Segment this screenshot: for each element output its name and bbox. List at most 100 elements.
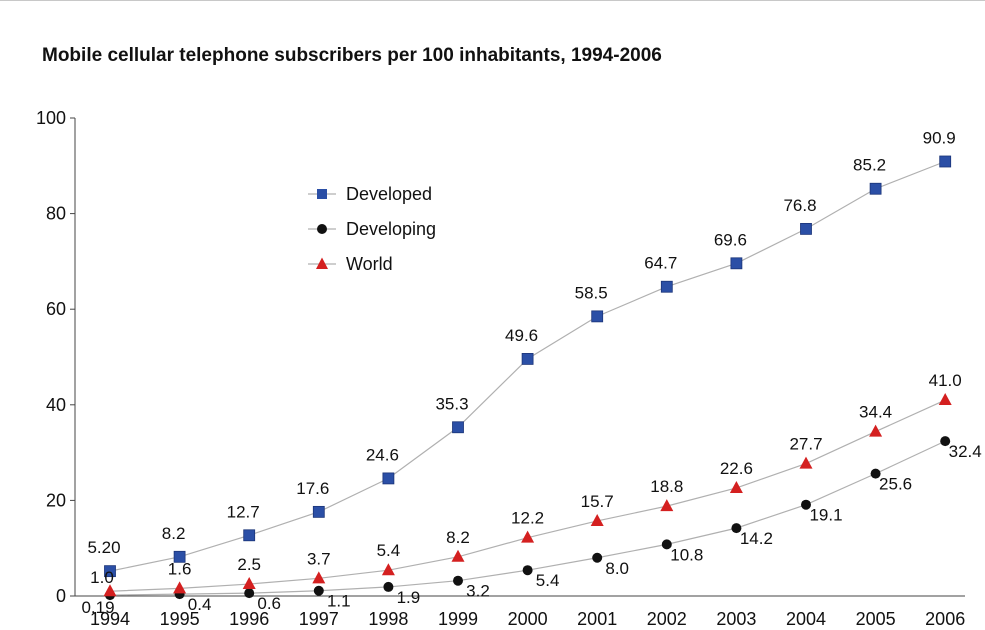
developing-data-label: 14.2 <box>740 529 773 548</box>
world-data-label: 27.7 <box>789 435 822 454</box>
developed-data-label: 8.2 <box>162 524 186 543</box>
y-tick-label: 60 <box>46 299 66 319</box>
world-data-label: 5.4 <box>377 541 401 560</box>
world-data-label: 1.6 <box>168 559 192 578</box>
world-point <box>173 581 187 594</box>
developed-point <box>939 155 952 168</box>
developed-point <box>243 529 256 542</box>
x-tick-label: 2002 <box>647 609 687 629</box>
developed-data-label: 76.8 <box>783 196 816 215</box>
developing-data-label: 5.4 <box>536 571 560 590</box>
world-point <box>799 456 813 469</box>
developed-point <box>869 182 882 195</box>
x-tick-label: 1996 <box>229 609 269 629</box>
world-point <box>242 577 256 590</box>
legend-circle-marker <box>317 224 327 234</box>
developed-data-label: 69.6 <box>714 230 747 249</box>
developed-point <box>591 310 604 323</box>
developed-point <box>312 505 325 518</box>
world-data-label: 18.8 <box>650 477 683 496</box>
world-point <box>451 549 465 562</box>
x-tick-label: 1999 <box>438 609 478 629</box>
world-point <box>729 480 743 493</box>
developed-data-label: 64.7 <box>644 254 677 273</box>
y-tick-label: 20 <box>46 490 66 510</box>
x-tick-label: 1995 <box>160 609 200 629</box>
x-tick-label: 2001 <box>577 609 617 629</box>
developing-point <box>731 523 742 534</box>
developed-point <box>660 280 673 293</box>
developed-point <box>730 257 743 270</box>
x-tick-label: 2004 <box>786 609 826 629</box>
legend-triangle-marker <box>316 257 328 269</box>
x-tick-label: 1997 <box>299 609 339 629</box>
world-point <box>869 424 883 437</box>
y-tick-label: 100 <box>36 108 66 128</box>
developing-point <box>592 552 603 563</box>
y-tick-label: 80 <box>46 204 66 224</box>
world-point <box>312 571 326 584</box>
developed-point <box>452 421 464 434</box>
developed-point <box>382 472 395 485</box>
x-tick-label: 2006 <box>925 609 965 629</box>
y-tick-label: 0 <box>56 586 66 606</box>
x-tick-label: 2000 <box>508 609 548 629</box>
developing-data-label: 0.19 <box>81 598 114 617</box>
developing-data-label: 3.2 <box>466 582 490 601</box>
world-data-label: 8.2 <box>446 528 470 547</box>
developing-data-label: 1.1 <box>327 592 351 611</box>
developing-point <box>383 581 394 592</box>
developing-data-label: 8.0 <box>605 559 629 578</box>
developed-data-label: 17.6 <box>296 479 329 498</box>
legend-label-developed: Developed <box>346 184 432 204</box>
developed-data-label: 58.5 <box>575 283 608 302</box>
developed-data-label: 5.20 <box>87 538 120 557</box>
developing-data-label: 32.4 <box>949 442 982 461</box>
developed-data-label: 35.3 <box>435 394 468 413</box>
world-data-label: 41.0 <box>929 371 962 390</box>
developed-point <box>800 222 812 235</box>
world-data-label: 12.2 <box>511 509 544 528</box>
developed-data-label: 90.9 <box>923 128 956 147</box>
world-point <box>521 530 535 543</box>
developing-data-label: 1.9 <box>397 588 421 607</box>
developing-point <box>940 436 951 447</box>
legend-label-world: World <box>346 254 393 274</box>
world-data-label: 2.5 <box>237 555 261 574</box>
world-data-label: 22.6 <box>720 459 753 478</box>
developing-point <box>244 588 255 599</box>
world-data-label: 34.4 <box>859 403 892 422</box>
developed-data-label: 12.7 <box>227 502 260 521</box>
developing-point <box>313 585 324 596</box>
developing-data-label: 10.8 <box>670 545 703 564</box>
developing-point <box>870 468 881 479</box>
developing-point <box>661 539 672 550</box>
x-tick-label: 2003 <box>716 609 756 629</box>
x-tick-label: 2005 <box>856 609 896 629</box>
developing-point <box>522 565 533 576</box>
world-series-line <box>109 399 946 592</box>
world-data-label: 3.7 <box>307 549 331 568</box>
developing-point <box>453 575 463 586</box>
developed-point <box>521 353 534 365</box>
world-point <box>103 584 117 597</box>
developed-data-label: 49.6 <box>505 326 538 345</box>
developed-point <box>173 550 186 563</box>
x-tick-label: 1994 <box>90 609 130 629</box>
legend-square-marker <box>317 189 327 199</box>
developed-point <box>104 565 116 578</box>
world-point <box>938 393 952 406</box>
developing-data-label: 0.4 <box>188 595 212 614</box>
y-tick-label: 40 <box>46 395 66 415</box>
developing-data-label: 19.1 <box>809 506 842 525</box>
world-point <box>660 499 674 512</box>
legend-label-developing: Developing <box>346 219 436 239</box>
developing-point <box>801 499 811 510</box>
developing-data-label: 0.6 <box>257 594 281 613</box>
world-point <box>381 563 395 576</box>
world-data-label: 1.0 <box>90 568 114 587</box>
x-tick-label: 1998 <box>368 609 408 629</box>
developed-data-label: 85.2 <box>853 156 886 175</box>
